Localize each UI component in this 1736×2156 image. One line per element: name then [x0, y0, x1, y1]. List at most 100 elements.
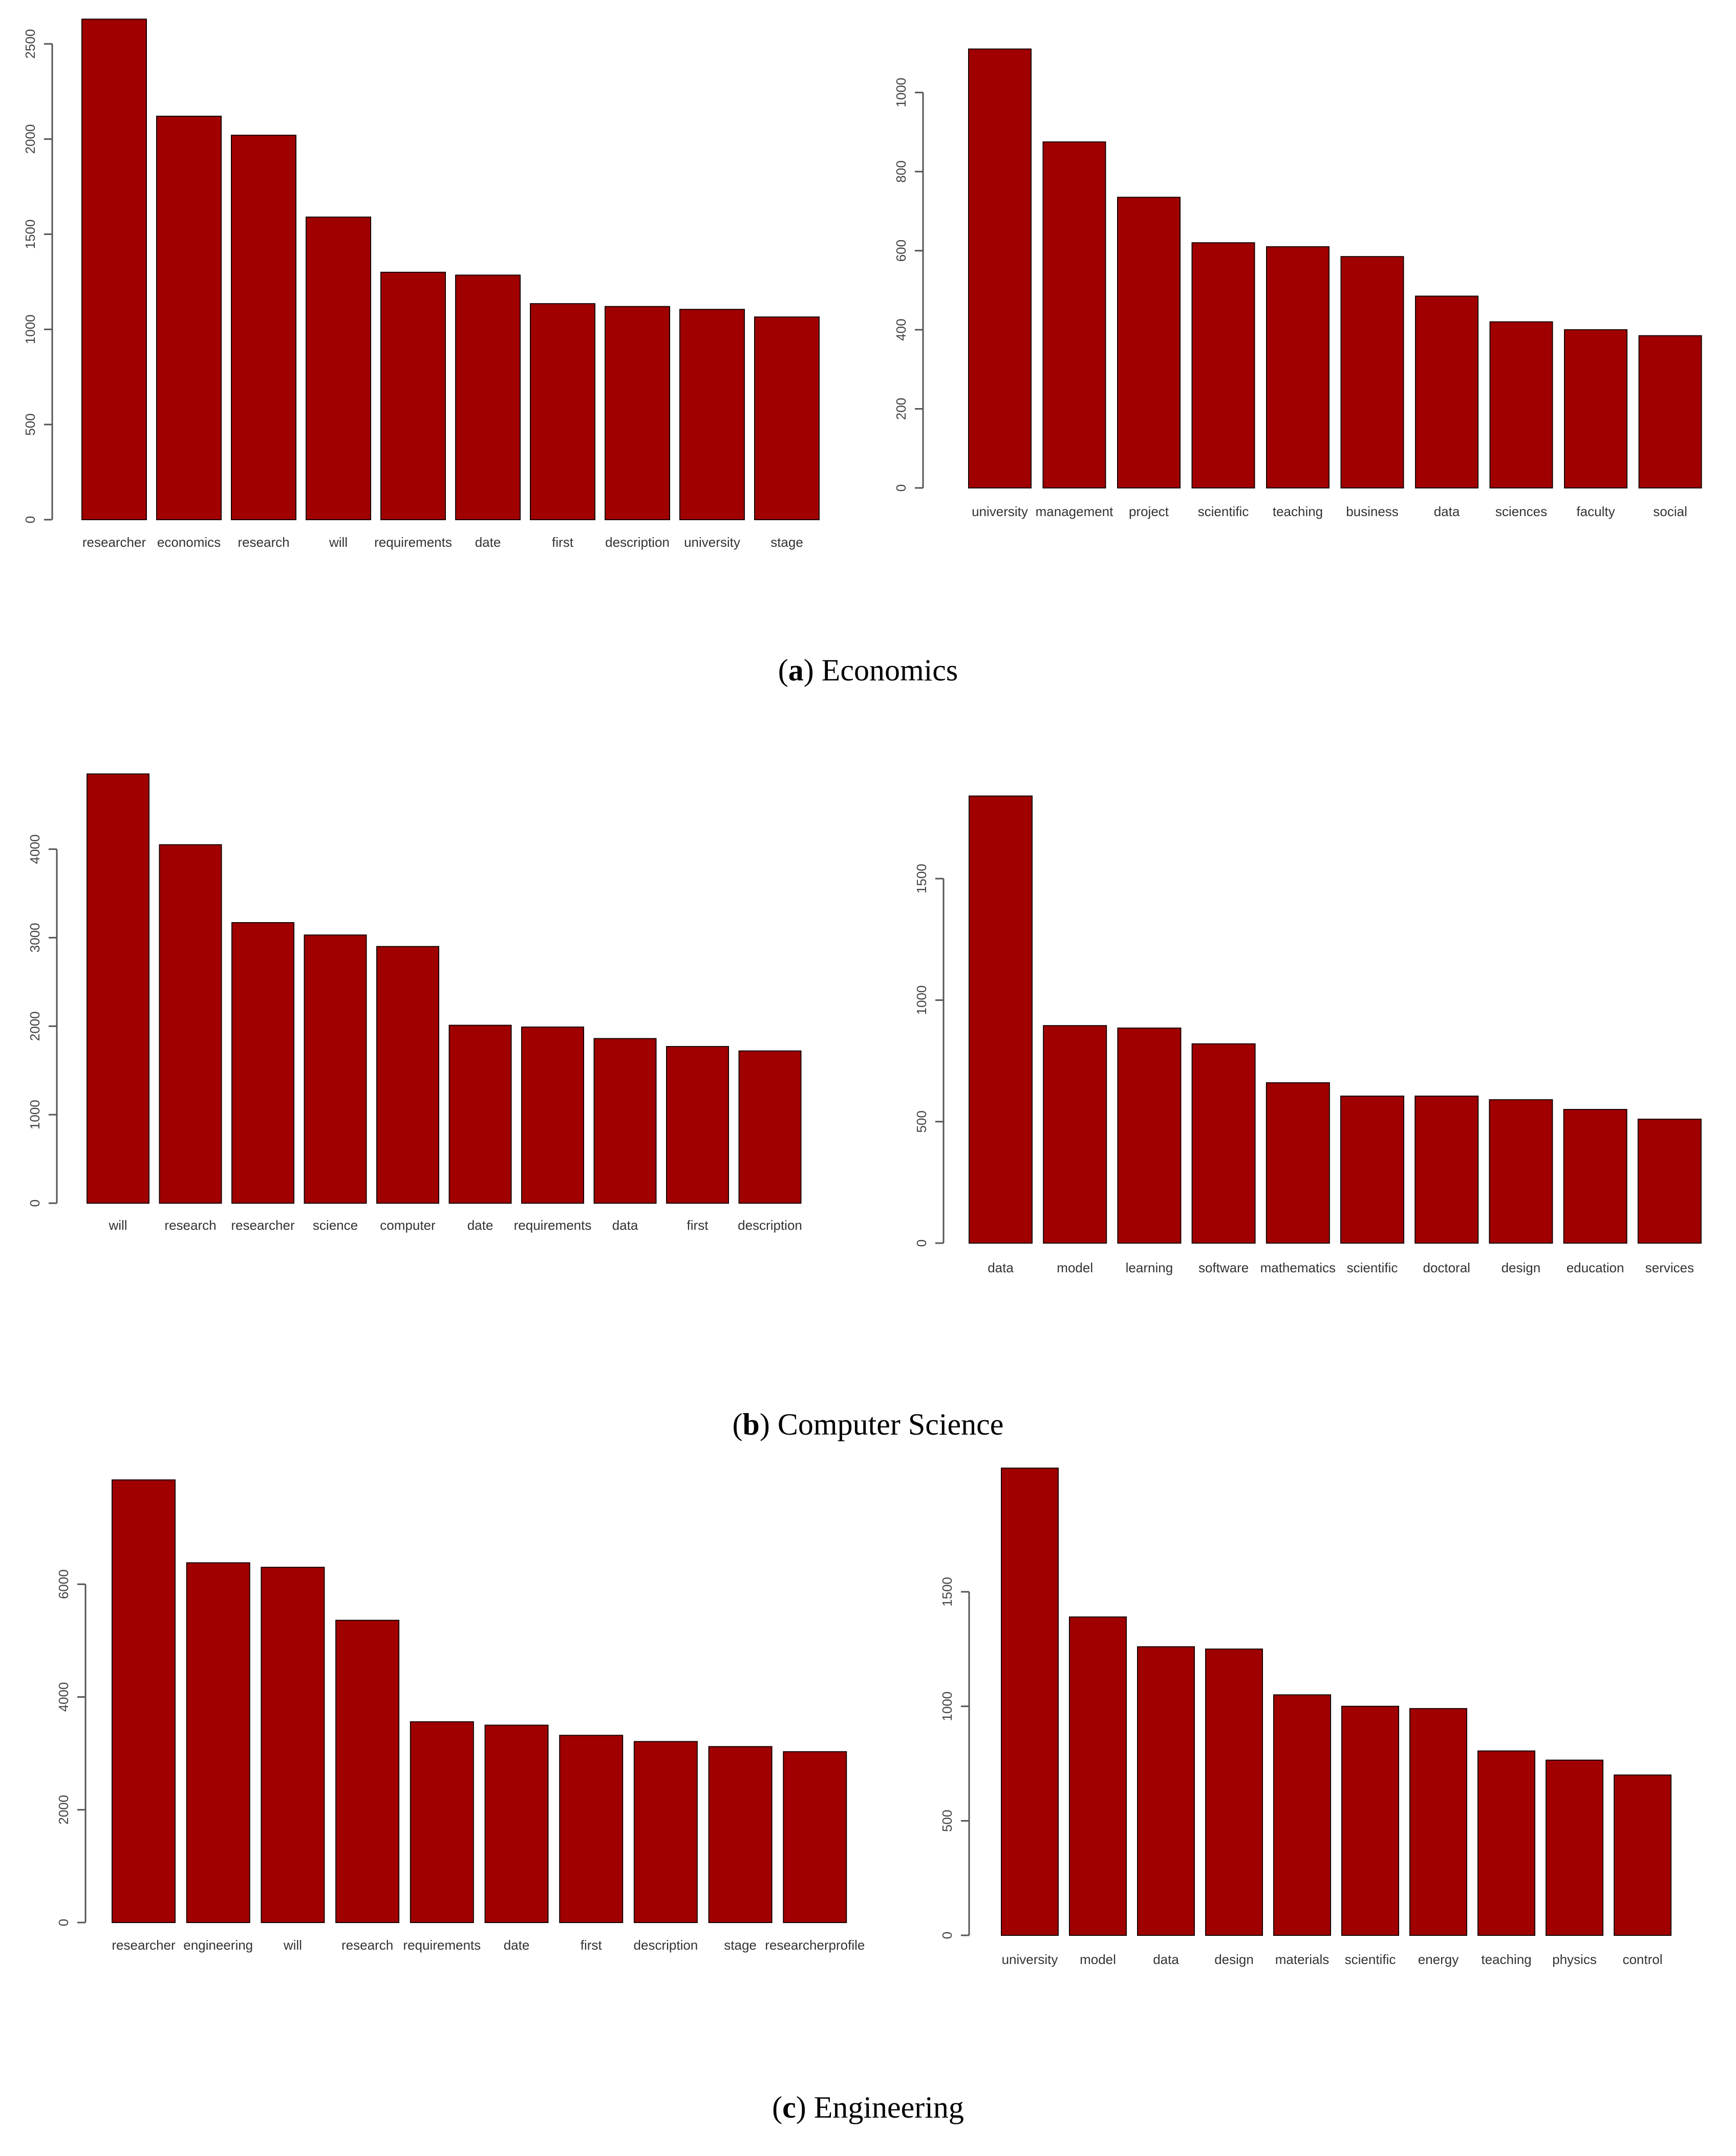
- category-label: stage: [724, 1937, 757, 1953]
- y-tick-label: 1000: [914, 985, 929, 1015]
- category-label: model: [1057, 1260, 1093, 1275]
- bar-c-right-teaching: [1477, 1750, 1535, 1936]
- y-tick-label: 400: [893, 318, 909, 340]
- bar-a-left-research: [231, 135, 296, 520]
- category-label: design: [1214, 1952, 1254, 1967]
- bar-a-right-scientific: [1191, 242, 1255, 488]
- bar-a-right-business: [1340, 256, 1404, 488]
- category-label: first: [552, 535, 574, 550]
- category-label: design: [1502, 1260, 1541, 1275]
- bar-a-right-project: [1117, 197, 1181, 488]
- category-label: researcher: [231, 1218, 295, 1233]
- bar-c-right-scientific: [1341, 1705, 1399, 1936]
- bar-b-right-learning: [1117, 1027, 1182, 1244]
- y-tick-label: 0: [27, 1200, 42, 1207]
- bar-a-left-date: [455, 274, 521, 520]
- category-label: computer: [380, 1218, 436, 1233]
- bar-b-left-researcher: [231, 922, 294, 1204]
- bar-c-right-materials: [1273, 1694, 1331, 1936]
- category-label: teaching: [1481, 1952, 1531, 1967]
- y-tick-label: 2000: [56, 1795, 71, 1825]
- y-tick-label: 1000: [939, 1692, 955, 1721]
- category-label: sciences: [1495, 504, 1547, 519]
- y-tick-label: 1000: [23, 314, 38, 344]
- category-label: university: [1002, 1952, 1058, 1967]
- bar-b-left-computer: [376, 946, 439, 1204]
- category-label: data: [1434, 504, 1460, 519]
- bar-b-left-first: [666, 1046, 729, 1204]
- bar-a-left-researcher: [81, 18, 147, 521]
- category-label: researcher: [112, 1937, 176, 1953]
- bar-b-left-description: [738, 1050, 802, 1204]
- category-label: research: [238, 535, 289, 550]
- category-label: management: [1036, 504, 1114, 519]
- bar-b-right-software: [1191, 1043, 1256, 1244]
- bar-a-left-requirements: [380, 271, 446, 521]
- bar-c-left-requirements: [410, 1721, 474, 1924]
- caption-computer-science: (b) Computer Science: [732, 1407, 1004, 1441]
- y-tick-label: 1000: [27, 1100, 42, 1129]
- bar-a-left-university: [679, 309, 745, 520]
- category-label: date: [475, 535, 501, 550]
- bar-c-right-physics: [1546, 1759, 1603, 1936]
- category-label: requirements: [403, 1937, 481, 1953]
- bar-a-right-university: [968, 48, 1032, 489]
- category-label: teaching: [1273, 504, 1323, 519]
- bar-a-right-sciences: [1489, 321, 1553, 488]
- bar-b-left-research: [159, 844, 222, 1204]
- category-label: requirements: [374, 535, 452, 550]
- y-tick-label: 600: [893, 240, 909, 262]
- y-tick-label: 1500: [914, 864, 929, 893]
- category-label: will: [283, 1937, 302, 1953]
- y-tick-label: 500: [939, 1810, 955, 1832]
- bar-c-left-date: [484, 1724, 549, 1923]
- category-label: data: [988, 1260, 1014, 1275]
- bar-b-left-data: [593, 1038, 657, 1204]
- category-label: science: [313, 1218, 358, 1233]
- bar-b-left-requirements: [521, 1027, 584, 1204]
- bar-c-left-first: [559, 1735, 624, 1923]
- category-label: scientific: [1198, 504, 1249, 519]
- y-tick-label: 4000: [56, 1682, 71, 1712]
- category-label: physics: [1552, 1952, 1597, 1967]
- category-label: description: [738, 1218, 802, 1233]
- bar-c-right-energy: [1409, 1708, 1467, 1936]
- bar-c-left-description: [633, 1741, 698, 1923]
- bar-b-right-doctoral: [1414, 1095, 1479, 1244]
- bar-c-right-model: [1069, 1616, 1127, 1936]
- bar-c-left-engineering: [186, 1562, 250, 1923]
- y-tick-label: 0: [56, 1919, 71, 1926]
- category-label: faculty: [1576, 504, 1615, 519]
- category-label: requirements: [514, 1218, 592, 1233]
- category-label: researcher: [82, 535, 146, 550]
- y-tick-label: 0: [23, 516, 38, 523]
- bar-c-left-researcherprofile: [783, 1751, 847, 1923]
- bar-b-left-will: [87, 773, 149, 1204]
- bar-c-left-stage: [708, 1746, 773, 1923]
- category-label: learning: [1126, 1260, 1173, 1275]
- category-label: materials: [1275, 1952, 1329, 1967]
- bar-b-right-data: [969, 795, 1033, 1244]
- category-label: data: [1153, 1952, 1179, 1967]
- category-label: university: [684, 535, 740, 550]
- bar-a-left-economics: [156, 116, 222, 520]
- y-tick-label: 6000: [56, 1569, 71, 1599]
- bar-b-right-education: [1563, 1108, 1627, 1244]
- category-label: services: [1645, 1260, 1694, 1275]
- category-label: will: [108, 1218, 127, 1233]
- category-label: project: [1129, 504, 1169, 519]
- bar-b-right-scientific: [1340, 1095, 1404, 1244]
- bar-b-right-model: [1043, 1025, 1107, 1244]
- category-label: education: [1567, 1260, 1624, 1275]
- category-label: research: [341, 1937, 393, 1953]
- y-tick-label: 2500: [23, 29, 38, 59]
- category-label: first: [581, 1937, 603, 1953]
- bar-a-left-first: [530, 303, 595, 520]
- category-label: business: [1346, 504, 1399, 519]
- caption-economics: (a) Economics: [778, 653, 958, 687]
- category-label: date: [504, 1937, 530, 1953]
- y-tick-label: 1500: [23, 220, 38, 249]
- y-tick-label: 0: [893, 484, 909, 492]
- y-tick-label: 200: [893, 398, 909, 420]
- bar-c-right-data: [1137, 1646, 1195, 1936]
